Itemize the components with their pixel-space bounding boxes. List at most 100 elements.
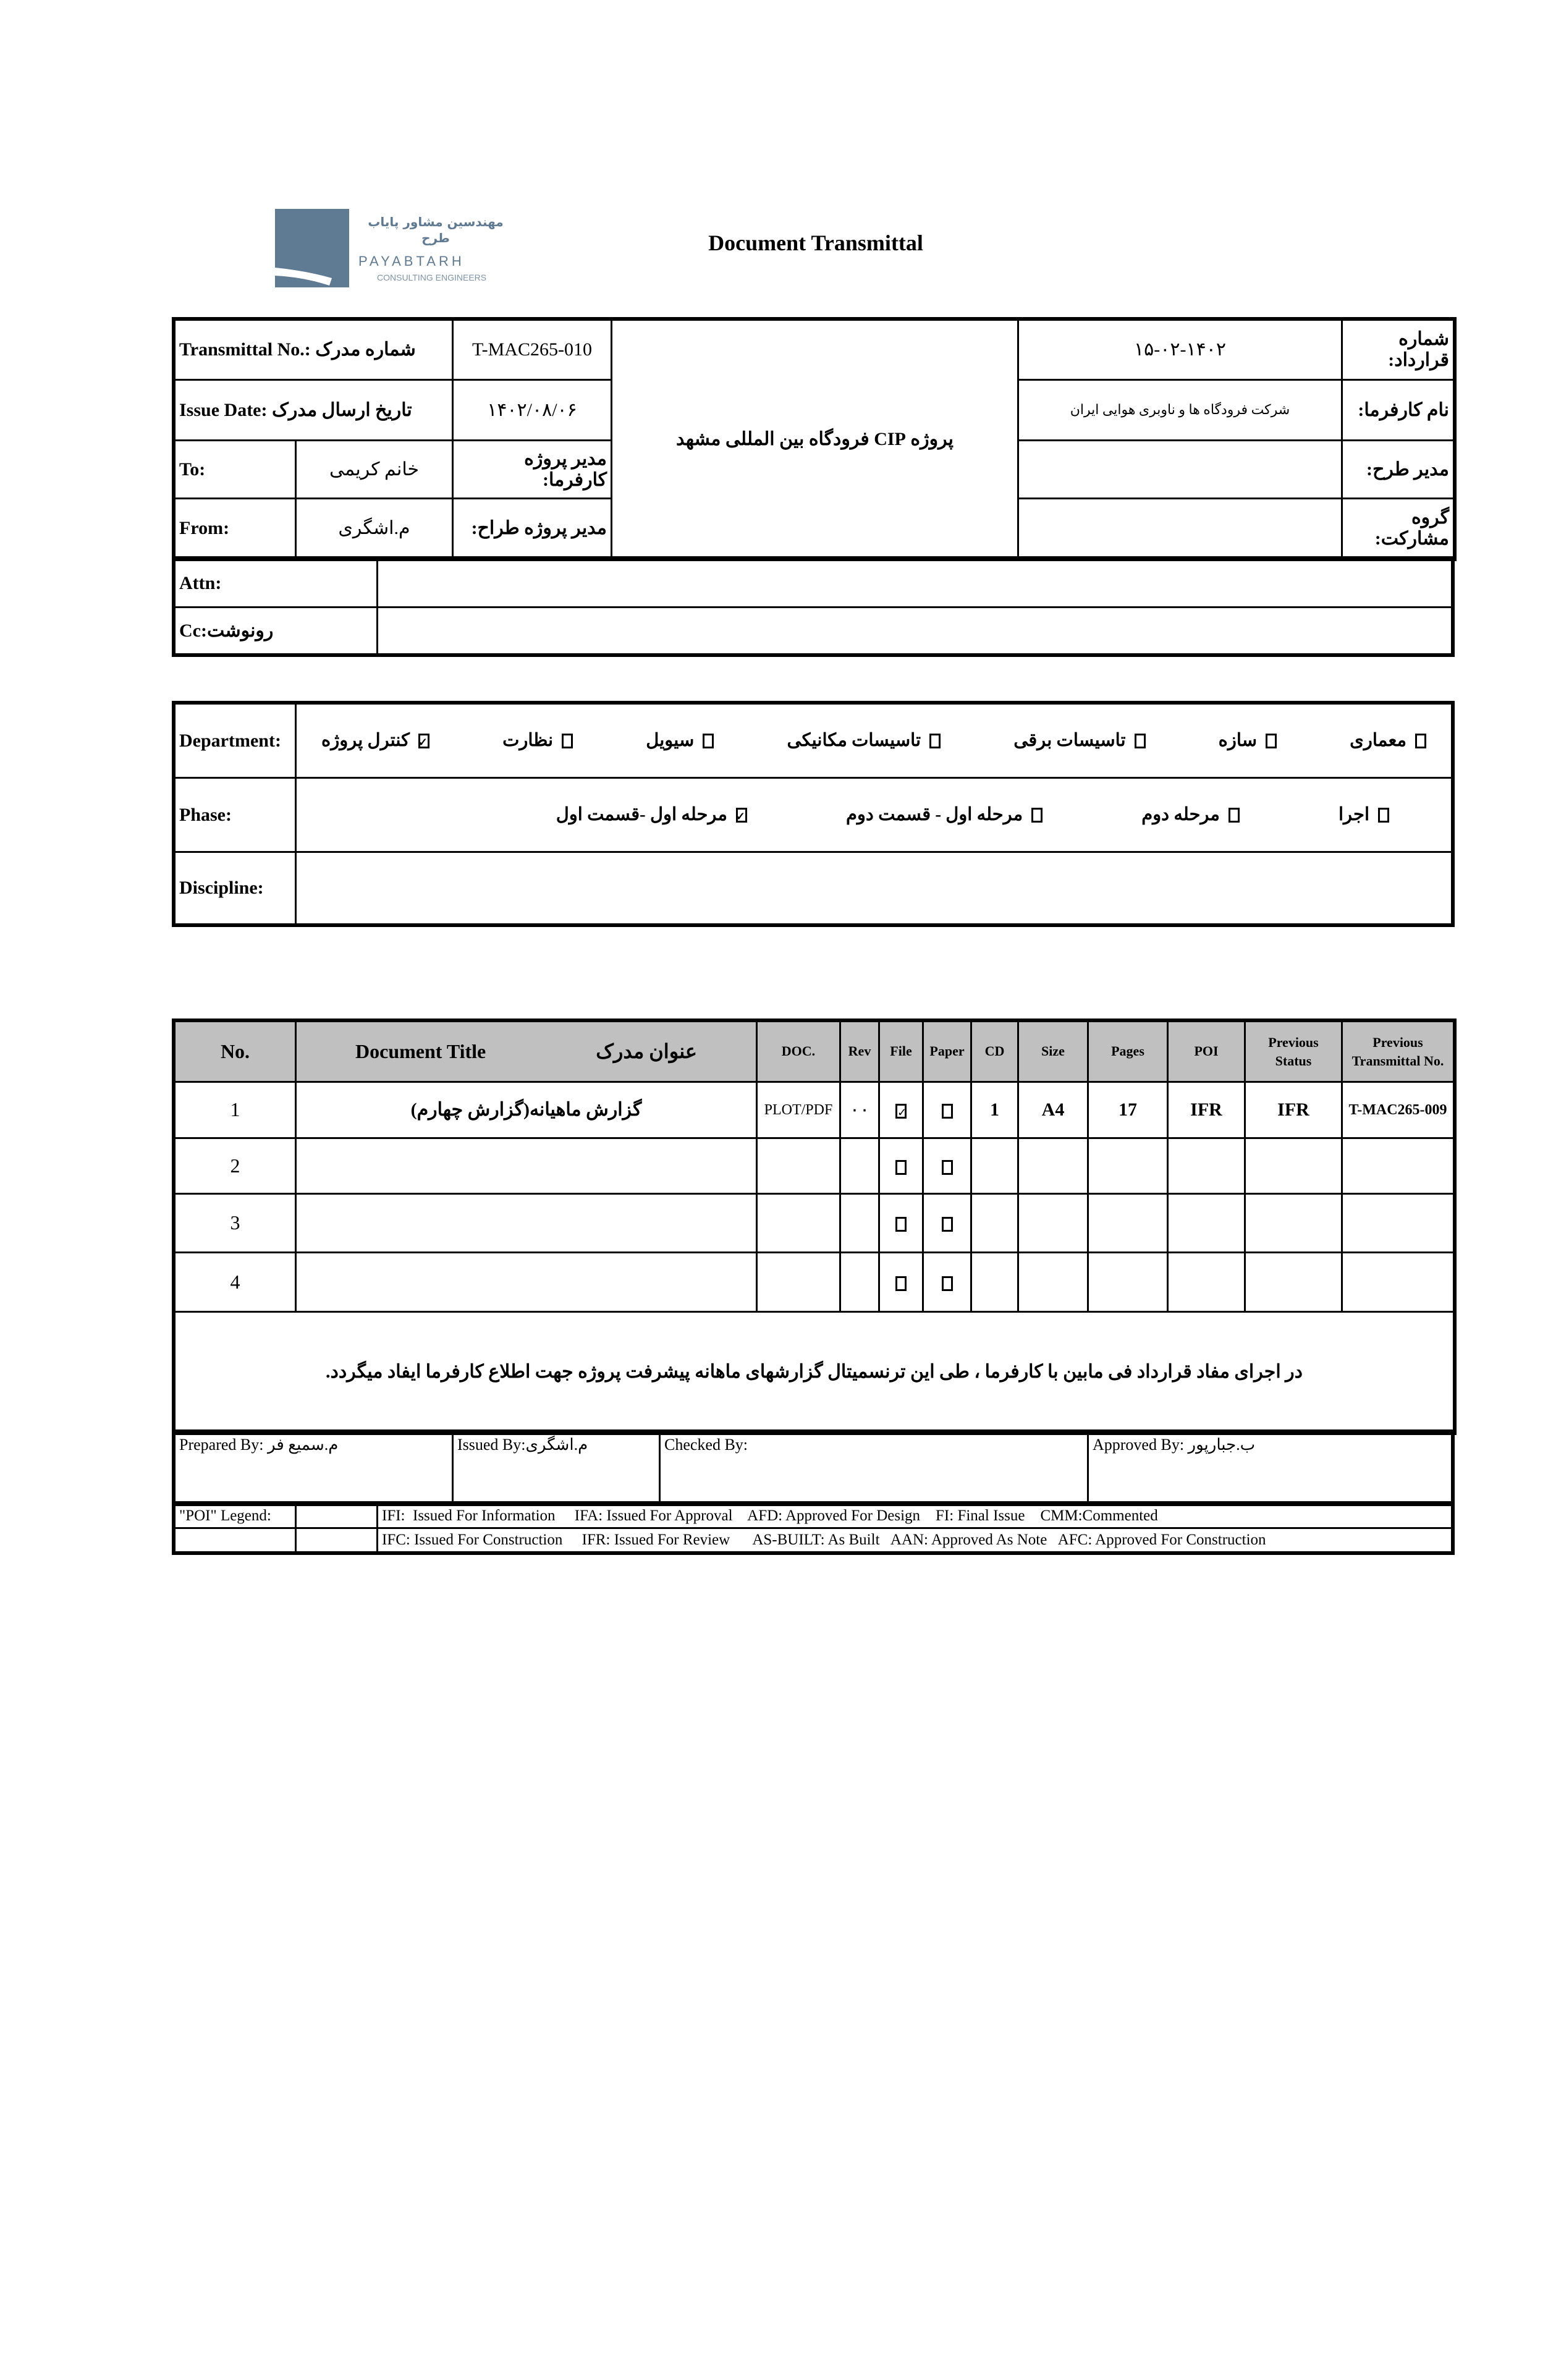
cell-file: ✓ [878, 1081, 924, 1139]
classification-table: Department: معماری سازه تاسیسات برقی تاسیسا… [172, 701, 1455, 927]
checkbox-icon[interactable] [941, 1159, 953, 1175]
cell-doc: PLOT/PDF [756, 1081, 841, 1139]
col-doc: DOC. [756, 1020, 841, 1083]
legend-empty [174, 1527, 297, 1553]
cell-title [295, 1137, 758, 1195]
table-row: 2 [174, 1137, 1455, 1195]
table-row: 1 گزارش ماهیانه(گزارش چهارم) PLOT/PDF ۰۰ ✓ 1 A… [174, 1081, 1455, 1139]
cell-doc [756, 1137, 841, 1195]
phase-options: اجرا مرحله دوم مرحله اول - قسمت دوم ✓ مرحله … [297, 805, 1451, 824]
cell-title: گزارش ماهیانه(گزارش چهارم) [295, 1081, 758, 1139]
checkbox-icon[interactable] [1378, 807, 1389, 823]
department-label: Department: [174, 703, 297, 779]
department-options: معماری سازه تاسیسات برقی تاسیسات مکانیکی سیو… [297, 731, 1451, 750]
checkbox-icon[interactable] [562, 733, 573, 748]
logo-subtitle: CONSULTING ENGINEERS [377, 273, 487, 282]
checkbox-icon[interactable] [895, 1159, 907, 1175]
legend-spacer [295, 1503, 378, 1529]
checkbox-icon[interactable] [1228, 807, 1240, 823]
checked-by: Checked By: [659, 1431, 1089, 1504]
option-3[interactable]: ✓ مرحله اول -قسمت اول [556, 805, 747, 824]
cell-title [295, 1251, 758, 1313]
cell-no: 4 [174, 1251, 297, 1313]
col-prev-transmittal: Previous Transmittal No. [1341, 1020, 1455, 1083]
checkbox-icon[interactable] [941, 1276, 953, 1291]
cell-no: 3 [174, 1193, 297, 1253]
option-1[interactable]: مرحله دوم [1141, 805, 1240, 824]
cell-poi [1167, 1193, 1246, 1253]
designer-pm-label: مدیر پروژه طراح: [452, 498, 612, 559]
option-0[interactable]: معماری [1350, 731, 1426, 750]
cell-doc [756, 1193, 841, 1253]
page-title: Document Transmittal [708, 231, 923, 255]
option-6[interactable]: ✓ کنترل پروژه [321, 731, 429, 750]
partnership-value [1017, 498, 1343, 559]
from-label: From: [174, 498, 297, 559]
checkbox-icon[interactable] [1134, 733, 1146, 748]
cell-rev: ۰۰ [839, 1081, 880, 1139]
checkbox-icon[interactable] [941, 1217, 953, 1232]
checked-checkbox-icon[interactable]: ✓ [895, 1104, 907, 1119]
plan-manager-value [1017, 439, 1343, 500]
checkbox-icon[interactable] [1266, 733, 1277, 748]
cell-prev-transmittal [1341, 1251, 1455, 1313]
attn-cc-table: Attn: Cc:رونوشت [172, 556, 1455, 657]
cell-doc [756, 1251, 841, 1313]
checkbox-icon[interactable] [1415, 733, 1426, 748]
transmittal-note: در اجرای مفاد قرارداد فی مابین با کارفرم… [174, 1311, 1455, 1433]
col-paper: Paper [922, 1020, 972, 1083]
checkbox-icon[interactable] [895, 1276, 907, 1291]
option-label: تاسیسات برقی [1013, 731, 1126, 751]
prepared-by: Prepared By: م.سمیع فر [174, 1431, 454, 1504]
checked-checkbox-icon[interactable]: ✓ [736, 807, 747, 823]
cell-file [878, 1137, 924, 1195]
checkbox-icon[interactable] [895, 1217, 907, 1232]
checked-checkbox-icon[interactable]: ✓ [418, 733, 429, 748]
cell-pages: 17 [1087, 1081, 1169, 1139]
issue-date-value: ۱۴۰۲/۰۸/۰۶ [452, 378, 612, 441]
cell-paper [922, 1081, 972, 1139]
cell-pages [1087, 1137, 1169, 1195]
option-label: مرحله دوم [1141, 805, 1220, 825]
option-3[interactable]: تاسیسات مکانیکی [787, 731, 941, 750]
signatures-table: Prepared By: م.سمیع فر Issued By:م.اشگری… [172, 1429, 1455, 1506]
to-value: خانم کریمی [295, 439, 454, 500]
option-2[interactable]: تاسیسات برقی [1013, 731, 1146, 751]
cell-prev-transmittal: T-MAC265-009 [1341, 1081, 1455, 1139]
cell-size [1017, 1137, 1089, 1195]
approved-by: Approved By: ب.جبارپور [1087, 1431, 1453, 1504]
phase-label: Phase: [174, 777, 297, 853]
issued-by: Issued By:م.اشگری [452, 1431, 661, 1504]
checkbox-icon[interactable] [1031, 807, 1043, 823]
issue-date-label: Issue Date: تاریخ ارسال مدرک [174, 378, 454, 441]
documents-table: No. Document Title عنوان مدرک DOC. Rev F… [172, 1018, 1457, 1435]
poi-legend-table: "POI" Legend: IFI: Issued For Informatio… [172, 1501, 1455, 1555]
transmittal-no-label: Transmittal No.: شماره مدرک [174, 319, 454, 381]
cell-poi [1167, 1137, 1246, 1195]
option-1[interactable]: سازه [1219, 731, 1277, 750]
legend-label: "POI" Legend: [174, 1503, 297, 1529]
col-title-en: Document Title [355, 1040, 486, 1062]
checkbox-icon[interactable] [929, 733, 941, 748]
plan-manager-label: مدیر طرح: [1341, 439, 1455, 500]
client-pm-label: مدیر پروژه کارفرما: [452, 439, 612, 500]
cell-size [1017, 1251, 1089, 1313]
cell-prev-status [1244, 1251, 1343, 1313]
cell-file [878, 1193, 924, 1253]
option-2[interactable]: مرحله اول - قسمت دوم [846, 805, 1043, 824]
project-name: پروژه CIP فرودگاه بین المللی مشهد [611, 319, 1019, 559]
company-logo: مهندسین مشاور پایاب طرح PAYABTARH CONSUL… [275, 209, 504, 287]
transmittal-no-value: T-MAC265-010 [452, 319, 612, 381]
cell-rev [839, 1137, 880, 1195]
option-5[interactable]: نظارت [502, 731, 573, 750]
checkbox-icon[interactable] [703, 733, 714, 748]
col-rev: Rev [839, 1020, 880, 1083]
cell-cd [970, 1137, 1019, 1195]
cell-cd [970, 1251, 1019, 1313]
cell-cd: 1 [970, 1081, 1019, 1139]
discipline-label: Discipline: [174, 851, 297, 925]
option-0[interactable]: اجرا [1339, 805, 1389, 824]
checkbox-icon[interactable] [941, 1104, 953, 1119]
option-label: سازه [1218, 731, 1258, 751]
option-4[interactable]: سیویل [646, 731, 714, 750]
